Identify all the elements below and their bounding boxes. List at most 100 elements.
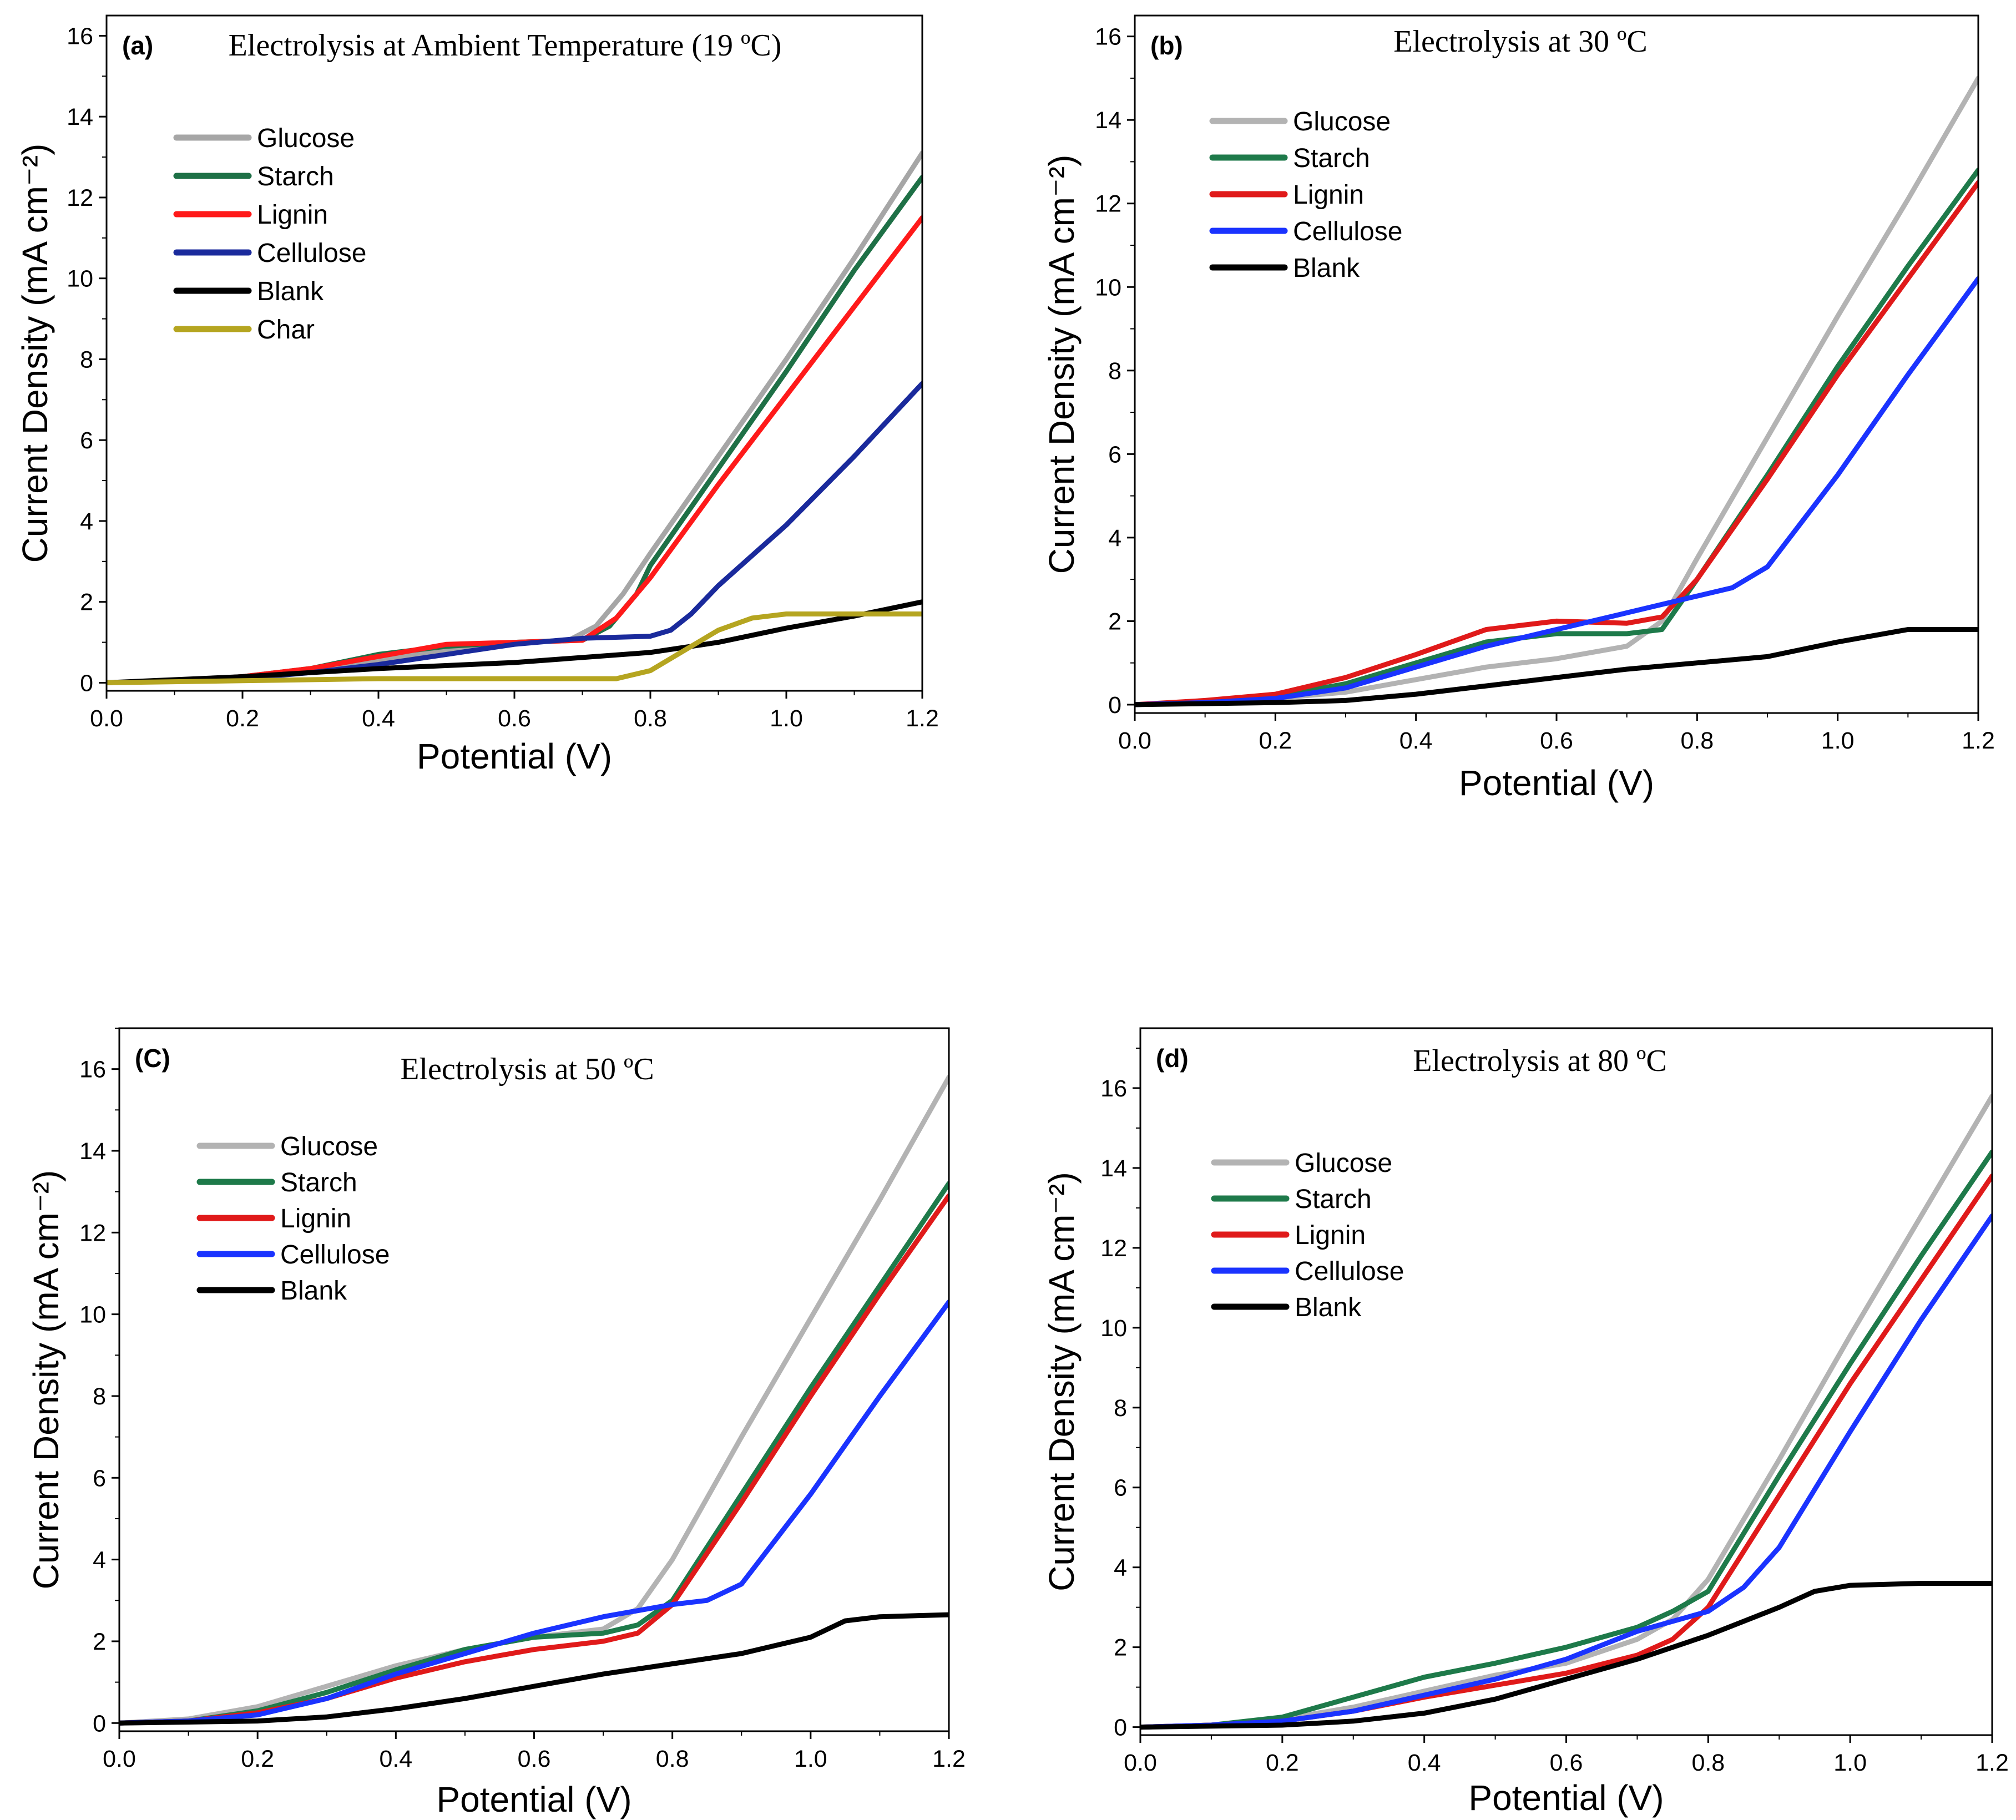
legend-label-lignin: Lignin bbox=[257, 200, 328, 230]
legend-label-cellulose: Cellulose bbox=[1293, 217, 1402, 246]
legend-label-blank: Blank bbox=[280, 1276, 347, 1306]
series-line-blank bbox=[1140, 1581, 1992, 1730]
x-tick-label: 0.4 bbox=[1399, 727, 1433, 754]
legend-label-blank: Blank bbox=[1293, 254, 1360, 283]
panel-label: (b) bbox=[1150, 31, 1183, 60]
legend-label-glucose: Glucose bbox=[280, 1132, 378, 1161]
y-tick-label: 8 bbox=[80, 346, 93, 373]
series-line-glucose bbox=[107, 150, 922, 685]
chart-panel-0: 0.0 0.2 0.4 0.6 0.8 1.0 1.2 0 2 4 6 8 10 12 14 16 Potent… bbox=[15, 14, 939, 776]
y-tick-label: 2 bbox=[80, 589, 93, 616]
x-tick-label: 0.6 bbox=[1550, 1750, 1583, 1776]
legend-label-cellulose: Cellulose bbox=[257, 239, 366, 268]
series-line-char bbox=[107, 611, 922, 685]
y-tick-label: 8 bbox=[1114, 1395, 1127, 1422]
y-tick-label: 0 bbox=[1114, 1715, 1127, 1741]
legend-label-blank: Blank bbox=[1295, 1293, 1362, 1322]
y-tick-label: 12 bbox=[1095, 191, 1121, 218]
legend-label-lignin: Lignin bbox=[1293, 180, 1364, 210]
chart-panel-1: 0.0 0.2 0.4 0.6 0.8 1.0 1.2 0 2 4 6 8 10 12 14 16 Potent… bbox=[1042, 14, 1995, 803]
y-tick-label: 0 bbox=[93, 1710, 106, 1737]
legend-label-glucose: Glucose bbox=[257, 124, 355, 153]
y-tick-label: 16 bbox=[1100, 1075, 1127, 1102]
y-tick-label: 16 bbox=[79, 1056, 106, 1083]
series-line-lignin bbox=[1140, 1173, 1992, 1730]
legend-label-starch: Starch bbox=[1295, 1185, 1372, 1214]
y-tick-label: 6 bbox=[1108, 441, 1121, 468]
series-line-cellulose bbox=[119, 1300, 949, 1726]
y-tick-label: 6 bbox=[80, 427, 93, 454]
y-tick-label: 14 bbox=[1100, 1155, 1127, 1182]
y-tick-label: 4 bbox=[93, 1547, 106, 1574]
legend-label-cellulose: Cellulose bbox=[1295, 1257, 1404, 1286]
y-tick-label: 12 bbox=[1100, 1235, 1127, 1262]
x-tick-label: 0.0 bbox=[90, 705, 123, 732]
x-tick-label: 0.0 bbox=[103, 1746, 136, 1772]
y-tick-label: 2 bbox=[1108, 608, 1121, 635]
x-tick-label: 0.4 bbox=[379, 1746, 412, 1772]
x-axis-label: Potential (V) bbox=[1459, 763, 1654, 803]
x-tick-label: 0.6 bbox=[498, 705, 531, 732]
x-tick-label: 0.8 bbox=[656, 1746, 689, 1772]
series-line-cellulose bbox=[1140, 1213, 1992, 1730]
x-tick-label: 1.0 bbox=[1821, 727, 1855, 754]
x-tick-label: 1.0 bbox=[794, 1746, 827, 1772]
series-line-lignin bbox=[1135, 180, 1978, 707]
y-tick-label: 2 bbox=[1114, 1635, 1127, 1661]
y-tick-label: 16 bbox=[67, 23, 93, 49]
series-line-lignin bbox=[119, 1193, 949, 1726]
x-tick-label: 1.2 bbox=[932, 1746, 966, 1772]
legend-label-glucose: Glucose bbox=[1293, 107, 1391, 136]
y-tick-label: 16 bbox=[1095, 24, 1121, 50]
panel-title: Electrolysis at 80 ºC bbox=[1413, 1044, 1667, 1078]
x-tick-label: 0.4 bbox=[1408, 1750, 1441, 1776]
series-line-blank bbox=[1135, 627, 1978, 707]
x-tick-label: 1.0 bbox=[1833, 1750, 1867, 1776]
x-tick-label: 0.4 bbox=[362, 705, 395, 732]
legend-label-blank: Blank bbox=[257, 277, 324, 306]
y-tick-label: 4 bbox=[1114, 1555, 1127, 1581]
plot-frame bbox=[1139, 1027, 1993, 1736]
x-tick-label: 0.8 bbox=[634, 705, 667, 732]
x-tick-label: 0.6 bbox=[518, 1746, 551, 1772]
series-line-starch bbox=[119, 1181, 949, 1726]
x-tick-label: 0.2 bbox=[1259, 727, 1292, 754]
y-tick-label: 10 bbox=[79, 1302, 106, 1328]
y-tick-label: 4 bbox=[80, 508, 93, 535]
series-line-cellulose bbox=[107, 381, 922, 685]
series-line-glucose bbox=[119, 1074, 949, 1726]
x-tick-label: 1.2 bbox=[1975, 1750, 2009, 1776]
x-tick-label: 1.2 bbox=[906, 705, 939, 732]
series-line-glucose bbox=[1135, 75, 1978, 707]
y-tick-label: 10 bbox=[1100, 1315, 1127, 1342]
y-tick-label: 14 bbox=[1095, 107, 1121, 134]
y-tick-label: 10 bbox=[67, 266, 93, 292]
y-tick-label: 0 bbox=[1108, 692, 1121, 719]
y-tick-label: 2 bbox=[93, 1629, 106, 1655]
x-axis-label: Potential (V) bbox=[1468, 1778, 1664, 1818]
y-axis-label: Current Density (mA cm⁻²) bbox=[1042, 155, 1082, 574]
series-line-starch bbox=[1140, 1149, 1992, 1730]
series-line-blank bbox=[119, 1612, 949, 1726]
legend-label-lignin: Lignin bbox=[280, 1204, 351, 1233]
y-tick-label: 0 bbox=[80, 670, 93, 696]
y-axis-label: Current Density (mA cm⁻²) bbox=[26, 1170, 66, 1590]
x-tick-label: 0.8 bbox=[1680, 727, 1714, 754]
chart-panel-2: 0.0 0.2 0.4 0.6 0.8 1.0 1.2 0 2 4 6 8 10 12 14 16 Potent… bbox=[26, 1027, 966, 1819]
y-tick-label: 8 bbox=[93, 1383, 106, 1410]
y-tick-label: 10 bbox=[1095, 274, 1121, 301]
legend-label-starch: Starch bbox=[1293, 144, 1370, 173]
x-tick-label: 0.6 bbox=[1540, 727, 1573, 754]
y-tick-label: 6 bbox=[93, 1465, 106, 1492]
legend-label-starch: Starch bbox=[280, 1168, 357, 1197]
panel-title: Electrolysis at Ambient Temperature (19 … bbox=[229, 28, 782, 63]
chart-panel-3: 0.0 0.2 0.4 0.6 0.8 1.0 1.2 0 2 4 6 8 10 12 14 16 Potent… bbox=[1042, 1027, 2009, 1818]
series-line-starch bbox=[1135, 168, 1978, 707]
y-tick-label: 12 bbox=[79, 1220, 106, 1246]
y-tick-label: 12 bbox=[67, 185, 93, 211]
x-tick-label: 0.2 bbox=[1266, 1750, 1299, 1776]
y-tick-label: 14 bbox=[67, 104, 93, 130]
x-axis-label: Potential (V) bbox=[417, 736, 612, 776]
y-tick-label: 6 bbox=[1114, 1475, 1127, 1502]
